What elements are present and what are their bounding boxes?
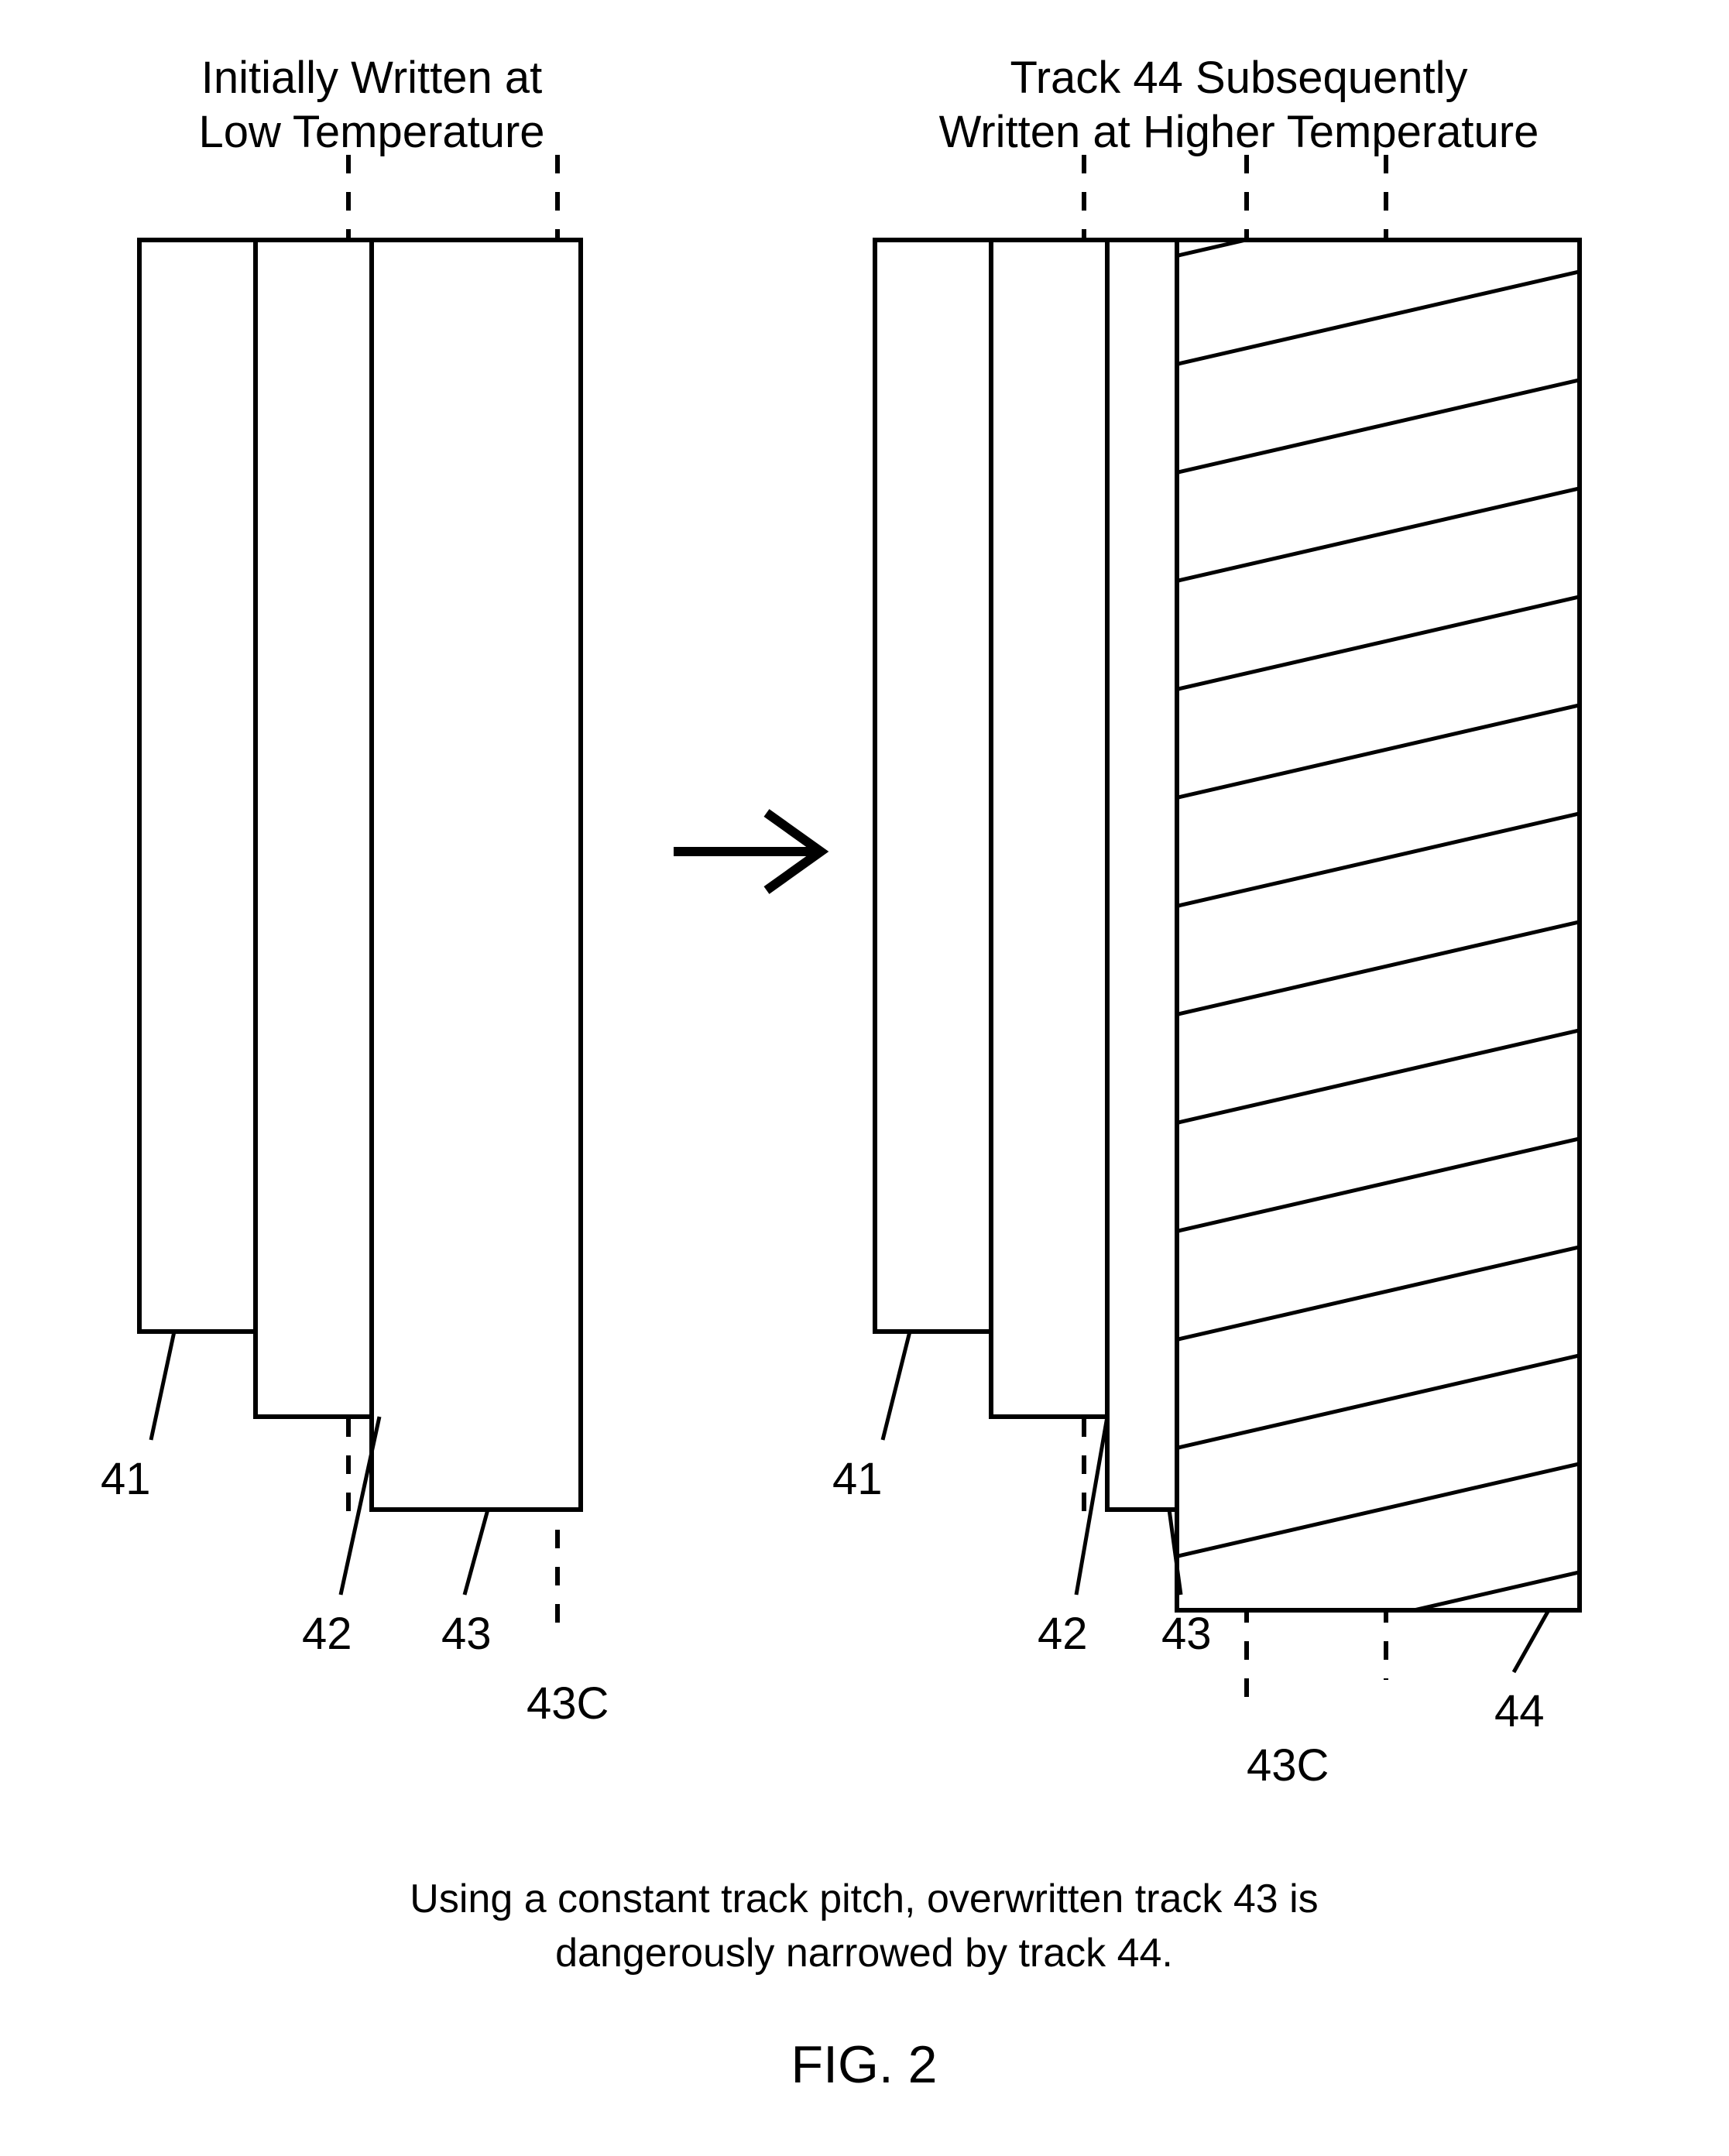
figure-label: FIG. 2 — [791, 2035, 938, 2094]
label-42-left: 42 — [302, 1609, 352, 1659]
label-44-right: 44 — [1494, 1686, 1545, 1736]
label-43c-left: 43C — [527, 1678, 609, 1729]
leader-41-left — [151, 1332, 174, 1440]
leader-43-left — [465, 1510, 488, 1595]
label-43-left: 43 — [441, 1609, 492, 1659]
arrow-icon — [674, 813, 821, 890]
left-diagram: 41 42 43 43C — [101, 155, 609, 1729]
left-title-line1: Initially Written at — [201, 53, 543, 103]
right-rect-43 — [1107, 240, 1177, 1510]
left-title-line2: Low Temperature — [198, 107, 544, 157]
leader-42-right — [1076, 1417, 1107, 1595]
right-rect-44 — [1177, 240, 1580, 1610]
caption-line1: Using a constant track pitch, overwritte… — [410, 1877, 1318, 1921]
right-diagram: 41 42 43 43C 44 — [832, 0, 1580, 1791]
label-43-right: 43 — [1161, 1609, 1212, 1659]
label-43c-right: 43C — [1247, 1740, 1329, 1791]
leader-41-right — [883, 1332, 910, 1440]
left-rect-43 — [372, 240, 581, 1510]
label-41-right: 41 — [832, 1454, 883, 1504]
leader-44-right — [1514, 1610, 1549, 1672]
figure-svg: Initially Written at Low Temperature Tra… — [0, 0, 1729, 2156]
label-42-right: 42 — [1038, 1609, 1088, 1659]
figure-page: { "canvas": { "width": 2233, "height": 2… — [0, 0, 1729, 2156]
label-41-left: 41 — [101, 1454, 151, 1504]
right-title-line2: Written at Higher Temperature — [939, 107, 1539, 157]
right-title-line1: Track 44 Subsequently — [1010, 53, 1467, 103]
caption-line2: dangerously narrowed by track 44. — [555, 1931, 1173, 1976]
